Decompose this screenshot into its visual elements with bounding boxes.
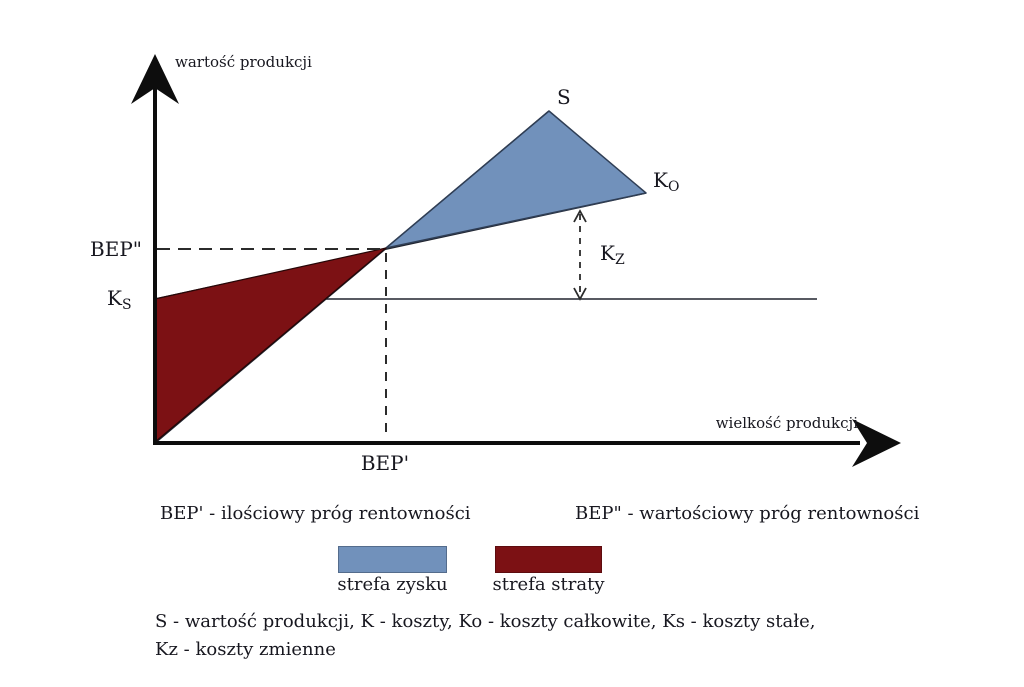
loss-zone-legend-label: strefa straty — [492, 574, 605, 595]
x-axis-title: wielkość produkcji — [715, 414, 858, 432]
ko-main: K — [653, 168, 668, 192]
bep-quantity-label: BEP' — [360, 451, 410, 475]
profit-zone-swatch — [338, 546, 447, 573]
total-cost-line-label: KO — [653, 169, 679, 195]
variable-cost-label: KZ — [600, 242, 625, 268]
kz-main: K — [600, 241, 615, 265]
kz-subscript: Z — [614, 251, 625, 268]
bep-value-label: BEP" — [90, 237, 142, 261]
notes-line-2: Kz - koszty zmienne — [155, 639, 336, 660]
kz-variable-cost-arrow-top-head — [573, 209, 587, 223]
loss-zone-swatch — [495, 546, 602, 573]
profit-zone — [385, 110, 647, 249]
bep-value-description: BEP" - wartościowy próg rentowności — [575, 503, 920, 524]
y-axis-arrowhead — [131, 54, 179, 104]
revenue-line-label: S — [557, 85, 571, 109]
bep-quantity-description: BEP' - ilościowy próg rentowności — [160, 503, 471, 524]
ks-subscript: S — [121, 296, 132, 313]
notes-line-1: S - wartość produkcji, K - koszty, Ko - … — [155, 611, 816, 632]
y-axis-title: wartość produkcji — [175, 53, 312, 71]
kz-variable-cost-arrow-bottom-head — [573, 287, 587, 301]
profit-zone-legend-label: strefa zysku — [337, 574, 448, 595]
loss-zone — [154, 247, 387, 443]
ko-subscript: O — [667, 178, 680, 195]
x-axis-arrowhead — [852, 419, 901, 467]
fixed-cost-line-label: KS — [107, 287, 132, 313]
ks-main: K — [107, 286, 122, 310]
